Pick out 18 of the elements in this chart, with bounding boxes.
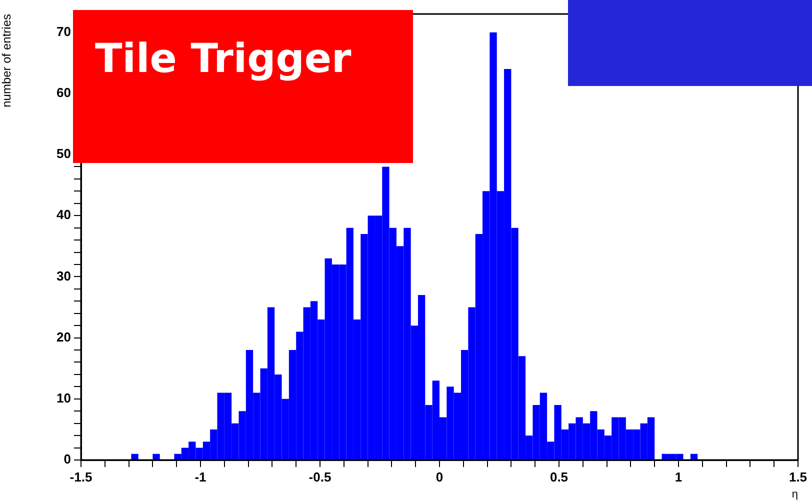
y-tick-label: 30 bbox=[56, 268, 71, 284]
y-tick-label: 0 bbox=[64, 452, 71, 467]
x-tick-label: -0.5 bbox=[308, 469, 332, 484]
y-axis-title: number of entries bbox=[0, 14, 14, 108]
y-tick-label: 10 bbox=[56, 390, 71, 406]
x-tick-label: 1.5 bbox=[788, 469, 808, 484]
y-tick-label: 40 bbox=[56, 207, 71, 222]
x-tick-label: -1 bbox=[194, 469, 206, 484]
x-tick-label: 0.5 bbox=[550, 469, 568, 484]
y-tick-label: 60 bbox=[56, 85, 71, 100]
x-tick-label: 1 bbox=[674, 469, 682, 484]
y-tick-label: 20 bbox=[56, 329, 71, 344]
y-tick-label: 50 bbox=[56, 146, 71, 162]
x-tick-label: -1.5 bbox=[70, 469, 92, 484]
x-axis-title: η bbox=[792, 488, 798, 500]
x-tick-label: 0 bbox=[436, 469, 444, 484]
text-box: Tile Trigger bbox=[73, 10, 413, 163]
y-tick-label: 70 bbox=[56, 24, 71, 39]
